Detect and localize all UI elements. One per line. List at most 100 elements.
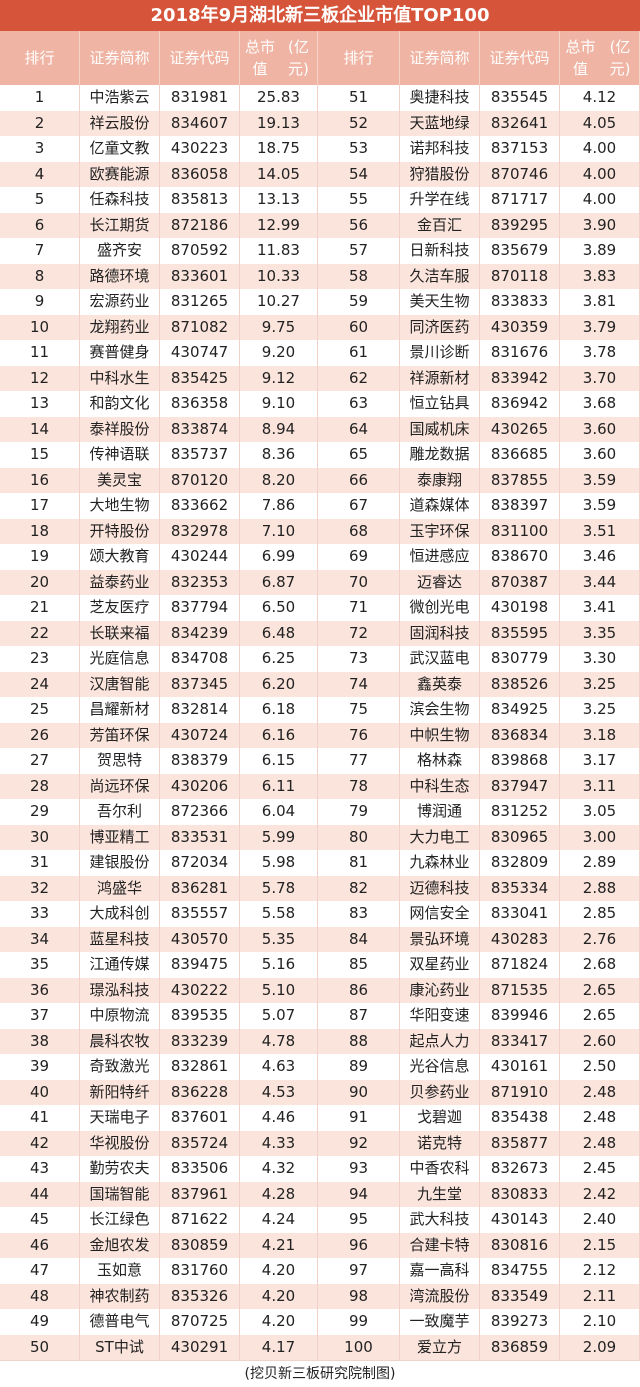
code-cell: 834925: [480, 697, 560, 723]
code-cell: 870120: [160, 467, 240, 493]
name-cell: 泰祥股份: [80, 416, 160, 442]
code-cell: 837961: [160, 1181, 240, 1207]
name-cell: 诺邦科技: [400, 136, 480, 162]
code-cell: 871910: [480, 1079, 560, 1105]
rank-cell: 12: [0, 365, 80, 391]
market-cap-cell: 2.48: [560, 1105, 640, 1131]
name-cell: ST中试: [80, 1334, 160, 1360]
rank-cell: 35: [0, 952, 80, 978]
market-cap-cell: 5.07: [240, 1003, 318, 1029]
market-cap-cell: 3.00: [560, 824, 640, 850]
rank-cell: 17: [0, 493, 80, 519]
market-cap-cell: 4.53: [240, 1079, 318, 1105]
code-cell: 837153: [480, 136, 560, 162]
table-row: 13 和韵文化 836358 9.10 63 恒立钻具 836942 3.68: [0, 391, 640, 417]
rank-cell: 36: [0, 977, 80, 1003]
rank-cell: 62: [318, 365, 400, 391]
code-cell: 430265: [480, 416, 560, 442]
code-cell: 832978: [160, 518, 240, 544]
table-row: 44 国瑞智能 837961 4.28 94 九生堂 830833 2.42: [0, 1181, 640, 1207]
market-cap-cell: 2.45: [560, 1156, 640, 1182]
code-cell: 833041: [480, 901, 560, 927]
rank-cell: 97: [318, 1258, 400, 1284]
name-cell: 诺克特: [400, 1130, 480, 1156]
name-cell: 道森媒体: [400, 493, 480, 519]
name-cell: 光庭信息: [80, 646, 160, 672]
header-code: 证券代码: [480, 31, 560, 85]
name-cell: 戈碧迦: [400, 1105, 480, 1131]
header-code: 证券代码: [160, 31, 240, 85]
table-row: 39 奇致激光 832861 4.63 89 光谷信息 430161 2.50: [0, 1054, 640, 1080]
rank-cell: 21: [0, 595, 80, 621]
rank-cell: 61: [318, 340, 400, 366]
market-cap-cell: 3.41: [560, 595, 640, 621]
name-cell: 同济医药: [400, 314, 480, 340]
market-cap-cell: 3.60: [560, 442, 640, 468]
code-cell: 838379: [160, 748, 240, 774]
name-cell: 长江绿色: [80, 1207, 160, 1233]
market-cap-cell: 9.12: [240, 365, 318, 391]
name-cell: 盛齐安: [80, 238, 160, 264]
market-cap-cell: 5.35: [240, 926, 318, 952]
rank-cell: 6: [0, 212, 80, 238]
name-cell: 金旭农发: [80, 1232, 160, 1258]
rank-cell: 44: [0, 1181, 80, 1207]
code-cell: 838397: [480, 493, 560, 519]
market-cap-cell: 2.42: [560, 1181, 640, 1207]
market-cap-cell: 2.09: [560, 1334, 640, 1360]
code-cell: 832861: [160, 1054, 240, 1080]
rank-cell: 41: [0, 1105, 80, 1131]
code-cell: 430143: [480, 1207, 560, 1233]
rank-cell: 56: [318, 212, 400, 238]
market-cap-cell: 4.21: [240, 1232, 318, 1258]
code-cell: 833662: [160, 493, 240, 519]
code-cell: 871082: [160, 314, 240, 340]
rank-cell: 95: [318, 1207, 400, 1233]
rank-cell: 93: [318, 1156, 400, 1182]
code-cell: 832809: [480, 850, 560, 876]
market-cap-cell: 3.70: [560, 365, 640, 391]
rank-cell: 60: [318, 314, 400, 340]
name-cell: 久洁车服: [400, 263, 480, 289]
market-cap-cell: 2.76: [560, 926, 640, 952]
rank-cell: 25: [0, 697, 80, 723]
name-cell: 长江期货: [80, 212, 160, 238]
name-cell: 景川诊断: [400, 340, 480, 366]
table-row: 2 祥云股份 834607 19.13 52 天蓝地绿 832641 4.05: [0, 110, 640, 136]
name-cell: 颂大教育: [80, 544, 160, 570]
code-cell: 832673: [480, 1156, 560, 1182]
market-cap-cell: 4.28: [240, 1181, 318, 1207]
market-cap-cell: 2.11: [560, 1283, 640, 1309]
market-cap-cell: 8.94: [240, 416, 318, 442]
code-cell: 833506: [160, 1156, 240, 1182]
rank-cell: 59: [318, 289, 400, 315]
market-cap-cell: 2.68: [560, 952, 640, 978]
rank-cell: 13: [0, 391, 80, 417]
rank-cell: 50: [0, 1334, 80, 1360]
code-cell: 836228: [160, 1079, 240, 1105]
name-cell: 和韵文化: [80, 391, 160, 417]
name-cell: 博润通: [400, 799, 480, 825]
code-cell: 831676: [480, 340, 560, 366]
code-cell: 834607: [160, 110, 240, 136]
market-cap-cell: 8.36: [240, 442, 318, 468]
market-cap-cell: 6.20: [240, 671, 318, 697]
market-cap-cell: 3.83: [560, 263, 640, 289]
code-cell: 837947: [480, 773, 560, 799]
name-cell: 恒立钻具: [400, 391, 480, 417]
name-cell: 升学在线: [400, 187, 480, 213]
market-cap-cell: 2.40: [560, 1207, 640, 1233]
rank-cell: 80: [318, 824, 400, 850]
market-cap-cell: 6.15: [240, 748, 318, 774]
code-cell: 871622: [160, 1207, 240, 1233]
rank-cell: 24: [0, 671, 80, 697]
header-name: 证券简称: [400, 31, 480, 85]
name-cell: 神农制药: [80, 1283, 160, 1309]
rank-cell: 49: [0, 1309, 80, 1335]
market-cap-cell: 2.60: [560, 1028, 640, 1054]
rank-cell: 2: [0, 110, 80, 136]
code-cell: 837855: [480, 467, 560, 493]
rank-cell: 72: [318, 620, 400, 646]
rank-cell: 32: [0, 875, 80, 901]
header-rank: 排行: [318, 31, 400, 85]
